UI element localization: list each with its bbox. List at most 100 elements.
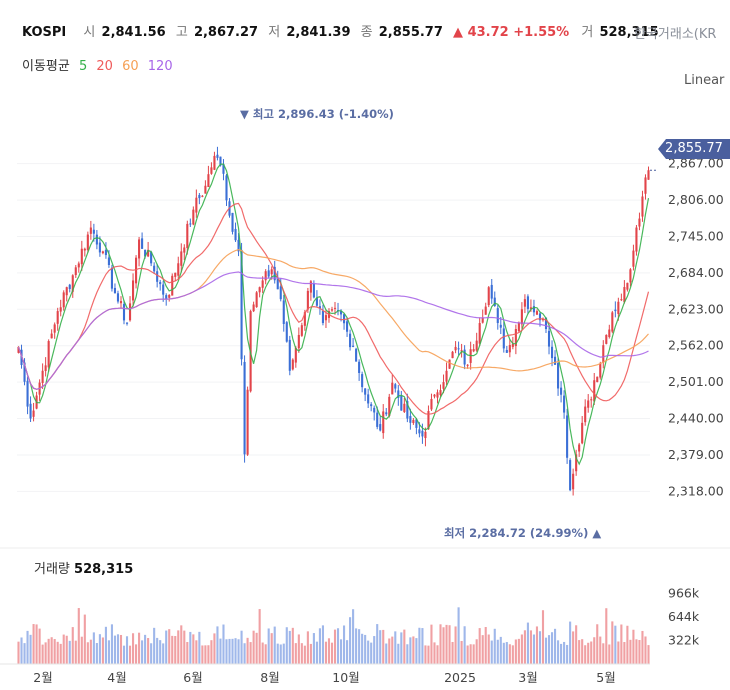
volume-bar	[599, 636, 602, 664]
volume-bar	[421, 628, 424, 664]
candle-body	[180, 251, 183, 266]
grid-lines	[17, 163, 650, 492]
candle-body	[526, 296, 529, 309]
candle-body	[445, 370, 448, 382]
candle-body	[493, 297, 496, 306]
candle-body	[192, 209, 195, 225]
candle-body	[321, 310, 325, 324]
candle-body	[279, 286, 282, 300]
scale-mode-toggle[interactable]: Linear	[684, 73, 725, 88]
candle-body	[626, 282, 629, 290]
moving-average-legend[interactable]: 이동평균 5 20 60 120	[22, 55, 178, 74]
volume-bar	[632, 629, 635, 664]
candle-body	[433, 394, 436, 397]
volume-bar	[74, 640, 77, 664]
volume-bar	[339, 639, 343, 664]
candle-body	[219, 156, 222, 166]
candle-body	[141, 238, 144, 249]
candle-body	[150, 251, 153, 264]
candle-body	[276, 278, 279, 290]
candle-body	[581, 422, 584, 444]
volume-bar	[201, 645, 204, 664]
price-tick-label: 2,318.00	[668, 483, 724, 498]
volume-bar	[282, 643, 285, 664]
ma-20-line	[17, 202, 650, 415]
candle-body	[68, 284, 71, 290]
candle-body	[529, 307, 532, 310]
volume-bar	[56, 641, 59, 664]
volume-bar	[23, 643, 26, 664]
volume-bar	[141, 640, 144, 664]
volume-bar	[147, 638, 150, 664]
volume-bar	[234, 638, 237, 664]
candle-body	[204, 185, 207, 194]
volume-bar	[168, 629, 171, 664]
candle-body	[110, 267, 114, 289]
volume-bar	[83, 614, 86, 664]
volume-bar	[499, 636, 502, 664]
candle-body	[285, 322, 288, 342]
volume-bar	[511, 645, 514, 664]
candle-body	[288, 339, 291, 371]
current-price-tag: 2,855.77	[658, 139, 730, 159]
symbol-name[interactable]: KOSPI	[22, 25, 67, 40]
volume-bar	[502, 642, 505, 664]
volume-bar	[430, 624, 433, 664]
candle-body	[98, 242, 101, 253]
candle-body	[535, 311, 539, 315]
candle-body	[315, 297, 318, 306]
candle-body	[165, 295, 168, 300]
volume-bar	[472, 644, 475, 664]
candle-body	[312, 283, 315, 298]
candle-body	[644, 177, 647, 194]
volume-bar	[186, 642, 189, 664]
candle-body	[303, 312, 306, 326]
volume-bar	[578, 640, 581, 664]
time-tick-label: 2월	[33, 670, 52, 685]
candle-body	[457, 348, 460, 350]
open-label: 시	[83, 25, 96, 40]
candle-body	[300, 325, 303, 336]
candle-body	[273, 266, 276, 281]
volume-bar	[131, 633, 135, 664]
volume-bar	[95, 643, 98, 664]
volume-bar	[346, 640, 349, 664]
volume-bar	[89, 639, 92, 664]
candle-body	[418, 429, 421, 434]
ma-60-label: 60	[122, 59, 139, 74]
volume-bar	[644, 636, 647, 664]
candle-body	[186, 223, 189, 248]
volume-bar	[505, 642, 508, 664]
volume-bar	[596, 624, 599, 664]
volume-bar	[602, 643, 605, 664]
volume-bar	[342, 625, 346, 664]
volume-bar	[104, 626, 107, 664]
volume-bar	[101, 637, 104, 664]
volume-tick-label: 966k	[668, 585, 700, 600]
volume-bar	[330, 642, 334, 664]
volume-bar	[261, 642, 264, 664]
moving-average-lines	[17, 163, 650, 466]
candle-body	[472, 349, 475, 352]
price-tick-label: 2,745.00	[668, 228, 724, 243]
candle-body	[578, 444, 581, 452]
volume-panel-title: 거래량 528,315	[34, 558, 133, 577]
volume-bar	[237, 639, 240, 664]
volume-bar	[641, 630, 644, 664]
low-marker: 최저 2,284.72 (24.99%) ▲	[444, 526, 601, 540]
volume-bar	[451, 641, 454, 664]
candle-body	[382, 411, 385, 434]
volume-bar	[454, 626, 457, 664]
candle-body	[442, 382, 445, 389]
volume-bar	[538, 631, 542, 664]
volume-bar	[614, 625, 617, 664]
volume-bar	[288, 630, 291, 664]
volume-tick-label: 322k	[668, 632, 700, 647]
candle-body	[620, 299, 623, 301]
volume-panel-label: 거래량	[34, 562, 70, 577]
volume-bar	[520, 634, 523, 664]
candle-body	[171, 275, 174, 296]
exchange-name: 한국거래소(KR	[634, 27, 717, 42]
volume-bar	[544, 637, 548, 664]
